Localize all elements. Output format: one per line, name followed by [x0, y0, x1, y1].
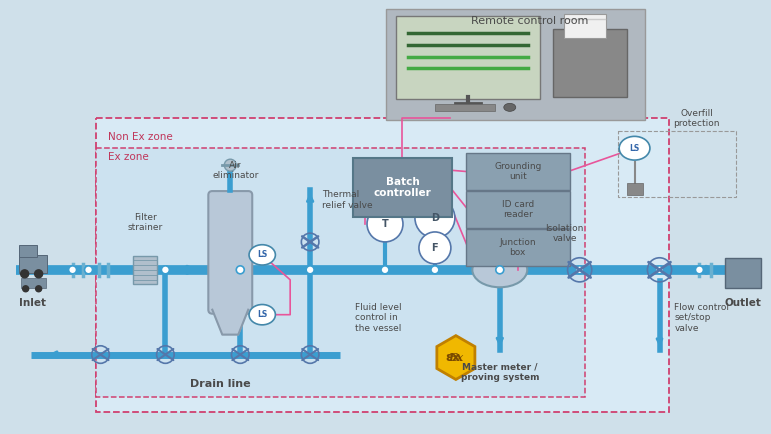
Text: Drain line: Drain line: [190, 379, 251, 389]
Ellipse shape: [419, 232, 451, 264]
Circle shape: [306, 266, 314, 274]
Text: Ex zone: Ex zone: [109, 152, 150, 162]
FancyBboxPatch shape: [353, 158, 452, 217]
Text: Isolation
valve: Isolation valve: [546, 224, 584, 243]
Ellipse shape: [249, 245, 275, 265]
FancyBboxPatch shape: [96, 118, 669, 412]
Circle shape: [381, 266, 389, 274]
Circle shape: [236, 266, 244, 274]
Text: Master meter /
proving system: Master meter / proving system: [460, 362, 539, 382]
Polygon shape: [437, 335, 475, 379]
Polygon shape: [212, 310, 248, 335]
Bar: [726, 258, 761, 288]
Circle shape: [161, 266, 170, 274]
Text: Overfill
protection: Overfill protection: [673, 109, 719, 128]
Text: εx: εx: [446, 351, 460, 364]
Text: Air
eliminator: Air eliminator: [212, 161, 258, 180]
Bar: [627, 183, 642, 195]
Bar: [435, 104, 495, 112]
Bar: [21, 278, 45, 288]
FancyBboxPatch shape: [466, 153, 570, 190]
Ellipse shape: [249, 305, 275, 325]
Bar: [133, 256, 157, 284]
FancyBboxPatch shape: [396, 16, 540, 99]
Text: Fluid level
control in
the vessel: Fluid level control in the vessel: [355, 303, 402, 332]
Text: Remote control room: Remote control room: [471, 16, 588, 26]
Text: LS: LS: [257, 250, 268, 260]
Text: Grounding
unit: Grounding unit: [494, 162, 541, 181]
Text: Outlet: Outlet: [725, 298, 762, 308]
Text: Flow control
set/stop
valve: Flow control set/stop valve: [675, 303, 729, 332]
Circle shape: [85, 266, 93, 274]
Text: D: D: [431, 213, 439, 223]
Circle shape: [431, 266, 439, 274]
Circle shape: [496, 266, 503, 274]
Circle shape: [655, 266, 664, 274]
Text: F: F: [432, 243, 438, 253]
Text: T: T: [382, 219, 389, 229]
FancyBboxPatch shape: [96, 148, 584, 398]
FancyBboxPatch shape: [466, 229, 570, 266]
Circle shape: [69, 266, 76, 274]
FancyBboxPatch shape: [386, 9, 645, 120]
Ellipse shape: [367, 206, 403, 242]
Text: Junction
box: Junction box: [500, 238, 536, 257]
Text: ID card
reader: ID card reader: [502, 200, 534, 219]
Ellipse shape: [619, 136, 650, 160]
Circle shape: [224, 159, 236, 171]
Text: Filter
strainer: Filter strainer: [128, 213, 163, 232]
Ellipse shape: [415, 198, 455, 238]
Text: Non Ex zone: Non Ex zone: [109, 132, 173, 142]
Circle shape: [21, 270, 29, 278]
Ellipse shape: [503, 103, 516, 112]
Circle shape: [22, 286, 29, 292]
Bar: [19, 255, 46, 273]
FancyBboxPatch shape: [466, 191, 570, 228]
Circle shape: [576, 266, 584, 274]
Text: LS: LS: [629, 144, 640, 153]
Text: Inlet: Inlet: [19, 298, 46, 308]
Circle shape: [35, 270, 42, 278]
Circle shape: [695, 266, 703, 274]
Text: Ex: Ex: [448, 352, 463, 363]
Ellipse shape: [473, 253, 527, 287]
Text: Thermal
relief valve: Thermal relief valve: [322, 191, 372, 210]
Text: LS: LS: [257, 310, 268, 319]
FancyBboxPatch shape: [208, 191, 252, 314]
Circle shape: [35, 286, 42, 292]
FancyBboxPatch shape: [553, 29, 627, 97]
FancyBboxPatch shape: [564, 13, 605, 38]
Text: Batch
controller: Batch controller: [374, 177, 431, 198]
Bar: [19, 245, 37, 257]
